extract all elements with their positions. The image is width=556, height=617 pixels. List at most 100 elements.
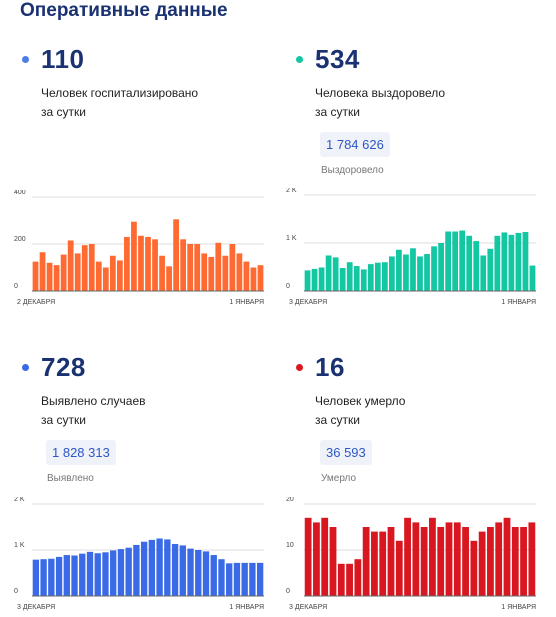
recovered-bar xyxy=(452,231,459,291)
hospitalized-dot-icon xyxy=(22,55,29,63)
recovered-bar xyxy=(529,265,536,291)
recovered-bar xyxy=(304,270,311,291)
cases-bar xyxy=(218,559,225,596)
deaths-bar xyxy=(362,527,370,596)
hospitalized-bar xyxy=(95,261,102,291)
cases-bar xyxy=(156,538,163,596)
deaths-bar xyxy=(429,517,436,596)
cases-bar xyxy=(140,541,148,596)
cases-desc-line2: за сутки xyxy=(41,413,86,427)
deaths-total-label: Умерло xyxy=(321,473,357,484)
deaths-bar xyxy=(420,527,428,596)
hospitalized-bar xyxy=(236,253,243,291)
recovered-bar xyxy=(431,246,437,291)
recovered-bar xyxy=(332,257,339,291)
cases-bar xyxy=(171,544,179,596)
deaths-chart: 0 10 20 3 ДЕКАБРЯ 1 ЯНВАРЯ xyxy=(286,497,536,611)
hospitalized-bar xyxy=(109,255,116,291)
deaths-bar xyxy=(503,517,511,596)
recovered-description: Человека выздоровело за сутки xyxy=(315,84,515,122)
recovered-dot-icon xyxy=(296,55,303,63)
cases-bar xyxy=(79,553,86,596)
recovered-y-tick-label: 1 K xyxy=(286,235,297,242)
cases-bar xyxy=(32,559,40,596)
recovered-bar xyxy=(311,268,318,291)
hospitalized-y-tick-label: 400 xyxy=(14,190,26,196)
hospitalized-chart: 0 200 400 2 ДЕКАБРЯ 1 ЯНВАРЯ xyxy=(14,190,264,306)
deaths-value: 16 xyxy=(315,351,345,382)
cases-y-tick-label: 1 K xyxy=(14,542,25,549)
recovered-headline: 534 xyxy=(290,44,550,74)
cases-bar xyxy=(187,548,194,596)
cases-bar xyxy=(210,555,217,596)
cases-description: Выявлено случаев за сутки xyxy=(41,392,241,430)
cases-bar xyxy=(102,552,109,596)
recovered-bar xyxy=(515,232,522,291)
deaths-headline: 16 xyxy=(290,352,550,382)
cases-y-tick-label: 2 K xyxy=(14,497,25,503)
recovered-bar xyxy=(388,256,395,291)
recovered-bar xyxy=(487,248,494,291)
deaths-desc-line1: Человек умерло xyxy=(315,394,406,408)
deaths-bar xyxy=(528,522,536,596)
deaths-bar xyxy=(462,527,469,596)
recovered-bar xyxy=(445,231,452,291)
deaths-bar xyxy=(337,563,345,596)
hospitalized-bar xyxy=(81,245,88,291)
hospitalized-bar xyxy=(39,252,46,291)
hospitalized-bar xyxy=(194,244,201,291)
cases-chart: 0 1 K 2 K 3 ДЕКАБРЯ 1 ЯНВАРЯ xyxy=(14,497,264,611)
recovered-total-label: Выздоровело xyxy=(321,165,384,176)
hospitalized-desc-line1: Человек госпитализировано xyxy=(41,86,199,100)
hospitalized-y-tick-label: 200 xyxy=(14,236,26,243)
recovered-bar xyxy=(360,269,367,291)
recovered-bar xyxy=(501,232,508,291)
deaths-x-end-label: 1 ЯНВАРЯ xyxy=(501,604,536,611)
deaths-bar xyxy=(371,531,378,596)
deaths-bar xyxy=(404,517,411,596)
recovered-x-end-label: 1 ЯНВАРЯ xyxy=(501,299,536,306)
deaths-desc-line2: за сутки xyxy=(315,413,360,427)
hospitalized-x-start-label: 2 ДЕКАБРЯ xyxy=(17,299,55,306)
recovered-bar xyxy=(473,241,480,291)
recovered-bar xyxy=(508,234,515,291)
recovered-bar xyxy=(417,256,423,291)
deaths-bar xyxy=(437,527,445,596)
recovered-panel: 534 Человека выздоровело за сутки 1 784 … xyxy=(290,44,550,176)
recovered-bar xyxy=(381,262,388,291)
cases-total: 1 828 313 xyxy=(46,440,116,465)
hospitalized-bar xyxy=(67,240,74,291)
hospitalized-bar xyxy=(257,265,264,291)
hospitalized-headline: 110 xyxy=(16,44,276,74)
recovered-desc-line2: за сутки xyxy=(315,105,360,119)
hospitalized-bar xyxy=(74,253,81,291)
cases-bar xyxy=(86,551,94,596)
cases-bar xyxy=(55,556,63,596)
recovered-bar xyxy=(459,230,466,291)
cases-y-tick-label: 0 xyxy=(14,588,18,595)
deaths-bar xyxy=(445,522,453,596)
cases-bar xyxy=(71,555,78,596)
recovered-bar xyxy=(424,254,430,291)
recovered-y-tick-label: 0 xyxy=(286,283,290,290)
cases-bar xyxy=(125,547,132,596)
cases-bar xyxy=(202,551,210,596)
cases-x-start-label: 3 ДЕКАБРЯ xyxy=(17,604,55,611)
deaths-bar xyxy=(321,517,329,596)
recovered-bar xyxy=(522,231,529,291)
hospitalized-bar xyxy=(222,255,229,291)
cases-bar xyxy=(94,553,101,596)
recovered-bar xyxy=(410,248,416,291)
deaths-bar xyxy=(346,563,353,596)
hospitalized-bar xyxy=(166,266,172,291)
page-title: Оперативные данные xyxy=(20,0,228,21)
recovered-bar xyxy=(318,267,325,291)
hospitalized-bar xyxy=(53,265,60,291)
recovered-value: 534 xyxy=(315,43,360,74)
hospitalized-bar xyxy=(159,255,165,291)
cases-bar xyxy=(233,562,241,596)
deaths-bar xyxy=(387,527,395,596)
cases-headline: 728 xyxy=(16,352,276,382)
deaths-description: Человек умерло за сутки xyxy=(315,392,515,430)
cases-panel: 728 Выявлено случаев за сутки 1 828 313 … xyxy=(16,352,276,484)
